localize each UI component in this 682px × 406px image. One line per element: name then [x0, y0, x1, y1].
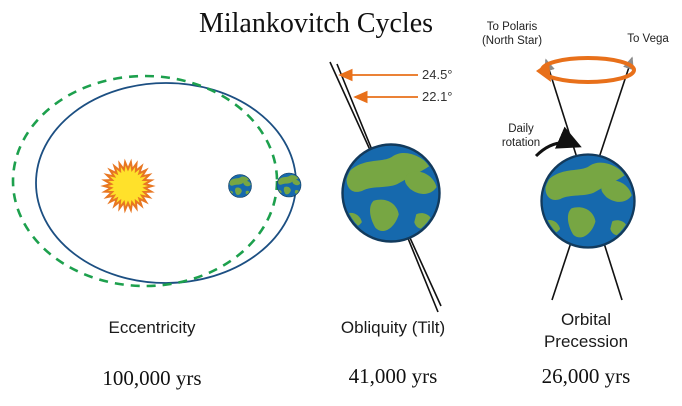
eccentricity-panel: Eccentricity 100,000 yrs: [11, 74, 301, 390]
sun-icon: [100, 158, 156, 214]
precession-period: 26,000 yrs: [542, 364, 631, 388]
angle-label-inner: 22.1°: [422, 89, 453, 104]
obliquity-label: Obliquity (Tilt): [341, 318, 445, 337]
eccentricity-label: Eccentricity: [109, 318, 196, 337]
precession-label-line2: Precession: [544, 332, 628, 351]
page-title: Milankovitch Cycles: [199, 8, 433, 39]
daily-rotation-label-line2: rotation: [502, 137, 540, 149]
sun-rays: [100, 158, 156, 214]
orbit-solid-ellipse: [35, 82, 297, 284]
vega-label: To Vega: [627, 33, 669, 45]
precession-label-line1: Orbital: [561, 310, 611, 329]
precession-panel: To Polaris (North Star) To Vega Daily ro…: [482, 21, 669, 388]
obliquity-period: 41,000 yrs: [349, 364, 438, 388]
precession-circle: [540, 56, 636, 84]
obliquity-panel: 24.5° 22.1° Obliquity (Tilt) 41,000 yrs: [329, 61, 453, 388]
daily-rotation-arrow-icon: [534, 126, 582, 158]
polaris-label-line2: (North Star): [482, 35, 542, 47]
precession-arrowhead-icon: [536, 62, 551, 82]
orbit-dashed-ellipse: [11, 74, 279, 288]
obliquity-globe: [343, 145, 440, 242]
daily-rotation-label-line1: Daily: [508, 123, 534, 135]
angle-label-outer: 24.5°: [422, 67, 453, 82]
precession-globe: [542, 155, 635, 248]
polaris-label-line1: To Polaris: [487, 21, 538, 33]
earth-small-inner: [229, 175, 252, 198]
earth-small-outer: [277, 173, 301, 197]
eccentricity-period: 100,000 yrs: [102, 366, 201, 390]
